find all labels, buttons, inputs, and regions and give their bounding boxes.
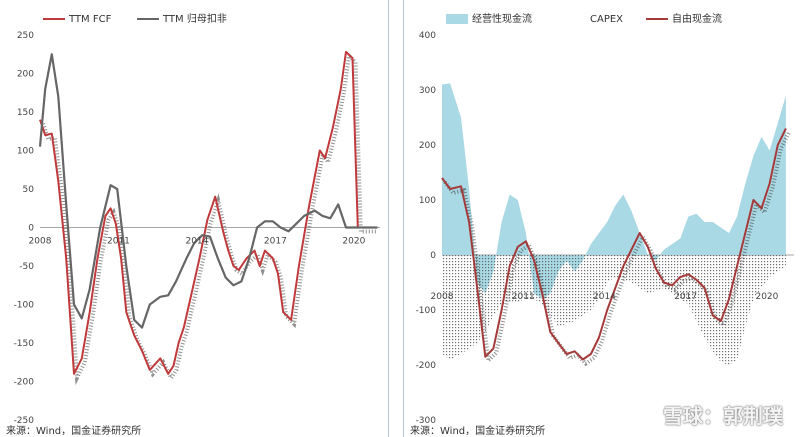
y-tick-label: -100 <box>14 301 35 311</box>
series-line-0 <box>39 50 374 375</box>
x-tick-label: 2011 <box>512 292 535 302</box>
y-tick-label: -250 <box>14 416 35 426</box>
y-tick-label: -100 <box>416 306 437 316</box>
legend-label: 经营性现金流 <box>472 12 532 25</box>
source-note-left: 来源：Wind，国金证券研究所 <box>6 426 142 437</box>
series-line-1 <box>38 53 378 329</box>
x-tick-label: 2020 <box>342 237 365 247</box>
y-tick-label: 250 <box>17 31 34 41</box>
y-tick-label: 150 <box>17 108 34 118</box>
y-tick-label: 100 <box>419 196 436 206</box>
right-chart: -300 -200 -100 0 100 200 300 400 2008 2011 2014 201… <box>416 12 794 426</box>
legend-label: CAPEX <box>590 14 623 25</box>
y-tick-label: -150 <box>14 339 35 349</box>
x-tick-label: 2008 <box>431 292 454 302</box>
x-tick-label: 2017 <box>264 237 287 247</box>
source-note-right: 来源：Wind，国金证券研究所 <box>410 426 546 437</box>
left-chart: -250 -200 -150 -100 -50 0 50 100 150 200 250 2008 20… <box>14 12 380 426</box>
legend-swatch <box>446 14 468 24</box>
y-tick-label: -50 <box>19 262 34 272</box>
x-tick-label: 2014 <box>593 292 616 302</box>
left-chart-panel: -250 -200 -150 -100 -50 0 50 100 150 200 250 2008 20… <box>0 0 389 437</box>
legend-label: 自由现金流 <box>672 12 722 25</box>
y-tick-label: 200 <box>17 70 34 80</box>
y-tick-label: 200 <box>419 141 436 151</box>
y-tick-label: 300 <box>419 86 436 96</box>
x-tick-label: 2011 <box>107 237 130 247</box>
series-line-2 <box>441 128 787 361</box>
watermark: 雪球：郭荆璞 <box>663 404 783 428</box>
y-tick-label: 50 <box>23 185 35 195</box>
x-tick-label: 2017 <box>674 292 697 302</box>
y-tick-label: 0 <box>430 251 436 261</box>
x-tick-label: 2008 <box>29 237 52 247</box>
legend-label: TTM FCF <box>68 14 112 25</box>
right-chart-panel: -300 -200 -100 0 100 200 300 400 2008 2011 2014 201… <box>403 0 800 437</box>
x-tick-label: 2014 <box>185 237 208 247</box>
y-tick-label: 100 <box>17 147 34 157</box>
y-tick-label: 400 <box>419 31 436 41</box>
series-area-operating-cf <box>442 83 786 300</box>
y-tick-label: -300 <box>416 416 437 426</box>
y-tick-label: -200 <box>416 361 437 371</box>
legend-label: TTM 归母扣非 <box>162 12 227 25</box>
y-tick-label: -200 <box>14 378 35 388</box>
y-tick-label: 0 <box>28 224 34 234</box>
series-dots-shadow <box>41 51 377 386</box>
x-tick-label: 2020 <box>755 292 778 302</box>
